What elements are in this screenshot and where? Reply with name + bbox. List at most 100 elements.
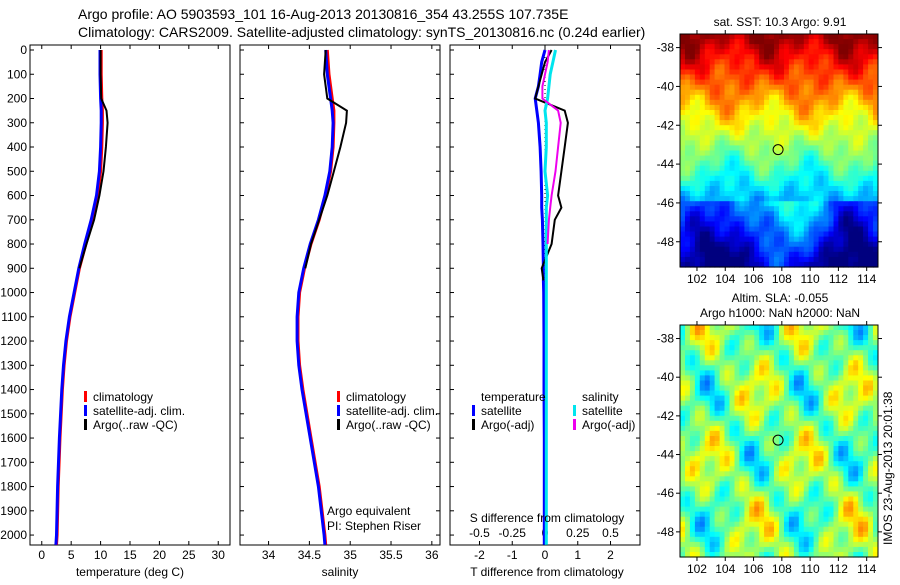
map-cell [779, 370, 785, 376]
map-cell [729, 546, 735, 553]
map-cell [774, 501, 780, 508]
map-cell [823, 380, 829, 387]
map-cell [709, 526, 716, 533]
map-cell [853, 110, 859, 116]
map-cell [729, 451, 735, 457]
map-cell [779, 471, 785, 477]
map-cell [769, 74, 775, 81]
map-cell [709, 430, 716, 437]
map-cell [774, 541, 780, 548]
map-cell [680, 125, 686, 131]
map-cell [704, 104, 711, 111]
map-cell [784, 511, 790, 518]
x-tick-label: -2 [474, 548, 485, 562]
map-cell [843, 516, 849, 523]
map-cell [813, 335, 820, 341]
map-cell [779, 541, 785, 548]
map-cell [699, 360, 706, 366]
map-cell [764, 430, 770, 437]
map-cell [694, 451, 701, 457]
map-cell [689, 54, 696, 60]
map-cell [828, 415, 834, 422]
map-cell [719, 120, 726, 126]
map-cell [680, 89, 686, 96]
map-cell [759, 355, 765, 361]
map-cell [793, 120, 800, 126]
map-cell [808, 49, 815, 55]
map-cell [788, 251, 795, 258]
map-cell [858, 375, 864, 381]
map-cell [838, 516, 844, 523]
map-cell [803, 44, 810, 50]
map-cell [828, 491, 834, 497]
map-cell [828, 405, 834, 412]
map-cell [689, 506, 696, 513]
map-cell [779, 350, 785, 356]
map-cell [788, 130, 795, 136]
map-cell [739, 110, 745, 116]
map-cell [838, 216, 844, 222]
map-cell [873, 471, 879, 477]
map-cell [873, 211, 879, 217]
map-cell [873, 375, 879, 381]
map-cell [754, 175, 760, 182]
map-cell [739, 471, 745, 477]
map-cell [680, 471, 686, 477]
map-cell [803, 415, 810, 422]
map-cell [724, 546, 730, 553]
map-cell [843, 226, 849, 233]
map-cell [764, 130, 770, 136]
map-cell [779, 395, 785, 402]
map-cell [828, 130, 834, 136]
map-cell [749, 340, 755, 346]
map-cell [704, 110, 711, 116]
map-cell [818, 330, 825, 336]
map-cell [774, 54, 780, 60]
y-tick-label: 1100 [1, 310, 27, 324]
map-cell [729, 251, 735, 258]
map-cell [823, 216, 829, 222]
map-cell [724, 405, 730, 412]
map-cell [724, 89, 730, 96]
map-cell [813, 531, 820, 538]
map-cell [774, 206, 780, 212]
map-cell [803, 536, 810, 543]
map-cell [694, 246, 701, 253]
map-cell [779, 330, 785, 336]
map-cell [754, 201, 760, 207]
map-cell [779, 206, 785, 212]
map-cell [868, 476, 874, 482]
map-cell [704, 236, 711, 243]
map-cell [779, 481, 785, 487]
map-cell [749, 430, 755, 437]
map-cell [769, 191, 775, 197]
map-cell [823, 552, 829, 558]
map-cell [724, 130, 730, 136]
map-cell [843, 130, 849, 136]
map-cell [823, 94, 829, 101]
map-cell [759, 49, 765, 55]
map-cell [749, 196, 755, 202]
map-cell [754, 64, 760, 71]
map-cell [813, 241, 820, 248]
map-cell [694, 430, 701, 437]
map-cell [843, 405, 849, 412]
map-cell [685, 150, 691, 157]
map-cell [729, 461, 735, 467]
map-cell [699, 54, 706, 60]
map-cell [699, 49, 706, 55]
map-cell [808, 211, 815, 217]
legend-label: satellite-adj. clim. [346, 404, 438, 418]
map-cell [873, 175, 879, 182]
map-cell [744, 410, 750, 417]
map-cell [868, 521, 874, 528]
map-cell [858, 330, 864, 336]
map-cell [709, 261, 716, 268]
map-cell [729, 345, 735, 351]
map-cell [699, 191, 706, 197]
map-cell [798, 94, 805, 101]
map-cell [833, 345, 839, 351]
map-cell [704, 436, 711, 442]
map-cell [784, 155, 790, 162]
map-cell [764, 99, 770, 106]
